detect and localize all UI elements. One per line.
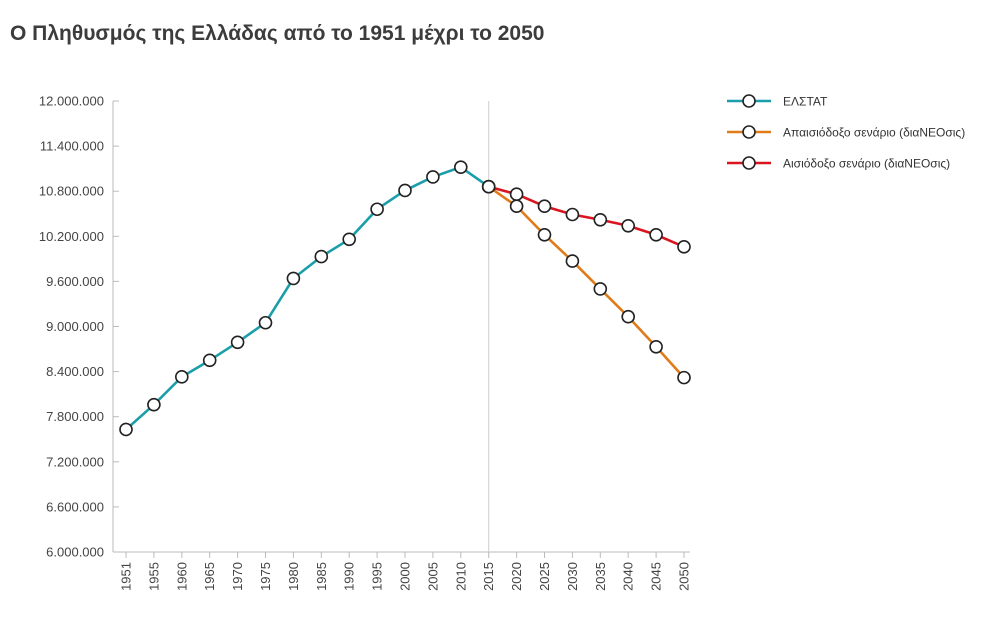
legend-swatch-marker [742, 94, 756, 108]
data-point [481, 179, 496, 194]
x-tick-label: 2040 [621, 562, 636, 591]
data-point [621, 218, 636, 233]
data-point [593, 212, 608, 227]
x-tick-label: 2025 [537, 562, 552, 591]
data-point [677, 240, 691, 254]
data-point [593, 282, 608, 296]
data-point [649, 227, 663, 242]
x-tick-label: 1970 [230, 562, 245, 591]
data-point [426, 170, 440, 184]
y-tick-label: 9.600.000 [46, 274, 104, 289]
legend-label: Αισιόδοξο σενάριο (διαΝΕΟσις) [783, 157, 950, 171]
x-tick-label: 2050 [677, 562, 692, 591]
x-tick-label: 2035 [593, 562, 608, 591]
x-tick-label: 1951 [119, 562, 134, 591]
chart-title: Ο Πληθυσμός της Ελλάδας από το 1951 μέχρ… [10, 22, 545, 45]
x-tick-label: 1980 [286, 562, 301, 591]
series-points [119, 160, 691, 437]
y-tick-label: 8.400.000 [46, 364, 104, 379]
data-point [230, 335, 245, 350]
x-tick-label: 2030 [565, 562, 580, 591]
data-point [565, 207, 580, 222]
legend-label: Απαισιόδοξο σενάριο (διαΝΕΟσις) [783, 126, 965, 140]
x-tick-label: 1995 [370, 562, 385, 591]
data-point [649, 339, 663, 354]
data-point [621, 309, 636, 324]
x-tick-label: 1990 [342, 562, 357, 591]
x-tick-label: 1960 [174, 562, 189, 591]
data-point [147, 397, 161, 412]
data-point [509, 199, 524, 214]
data-point [565, 254, 580, 268]
data-point [537, 227, 552, 242]
x-tick-label: 2020 [509, 562, 524, 591]
series-line [125, 165, 490, 431]
y-tick-label: 9.000.000 [46, 319, 104, 334]
data-point [453, 160, 468, 174]
chart-axes: 6.000.000 6.600.000 7.200.000 7.800.000 8.40… [39, 94, 692, 591]
data-point [286, 271, 301, 286]
data-point [677, 370, 691, 385]
y-tick-label: 11.400.000 [40, 139, 104, 154]
data-point [342, 232, 357, 247]
x-tick-label: 2005 [425, 562, 440, 591]
x-tick-label: 2000 [398, 562, 413, 591]
y-tick-label: 10.200.000 [39, 229, 104, 244]
legend-label: ΕΛΣΤΑΤ [783, 95, 828, 109]
data-point [258, 315, 273, 330]
data-point [398, 183, 412, 198]
legend-swatch-marker [742, 156, 756, 170]
x-tick-label: 1985 [314, 562, 329, 591]
y-tick-label: 6.600.000 [46, 499, 104, 514]
y-tick-label: 7.800.000 [46, 409, 104, 424]
legend: ΕΛΣΤΑΤ Απαισιόδοξο σενάριο (διαΝΕΟσις) Αισ… [727, 94, 965, 171]
x-tick-label: 1975 [258, 562, 273, 591]
x-tick-label: 1955 [146, 562, 161, 591]
y-tick-label: 12.000.000 [39, 94, 104, 109]
data-point [202, 353, 217, 368]
x-tick-label: 2045 [649, 562, 664, 591]
series-lines [125, 165, 685, 431]
data-point [537, 199, 552, 214]
legend-swatch-marker [742, 125, 756, 139]
y-tick-label: 7.200.000 [46, 454, 104, 469]
data-point [175, 370, 189, 384]
data-point [119, 422, 133, 437]
x-tick-label: 2015 [481, 562, 496, 591]
y-tick-label: 6.000.000 [46, 545, 104, 560]
data-point [370, 202, 384, 217]
x-tick-label: 2010 [453, 562, 468, 591]
data-point [509, 187, 524, 202]
x-tick-label: 1965 [202, 562, 217, 591]
data-point [314, 249, 329, 264]
y-tick-label: 10.800.000 [39, 184, 104, 199]
